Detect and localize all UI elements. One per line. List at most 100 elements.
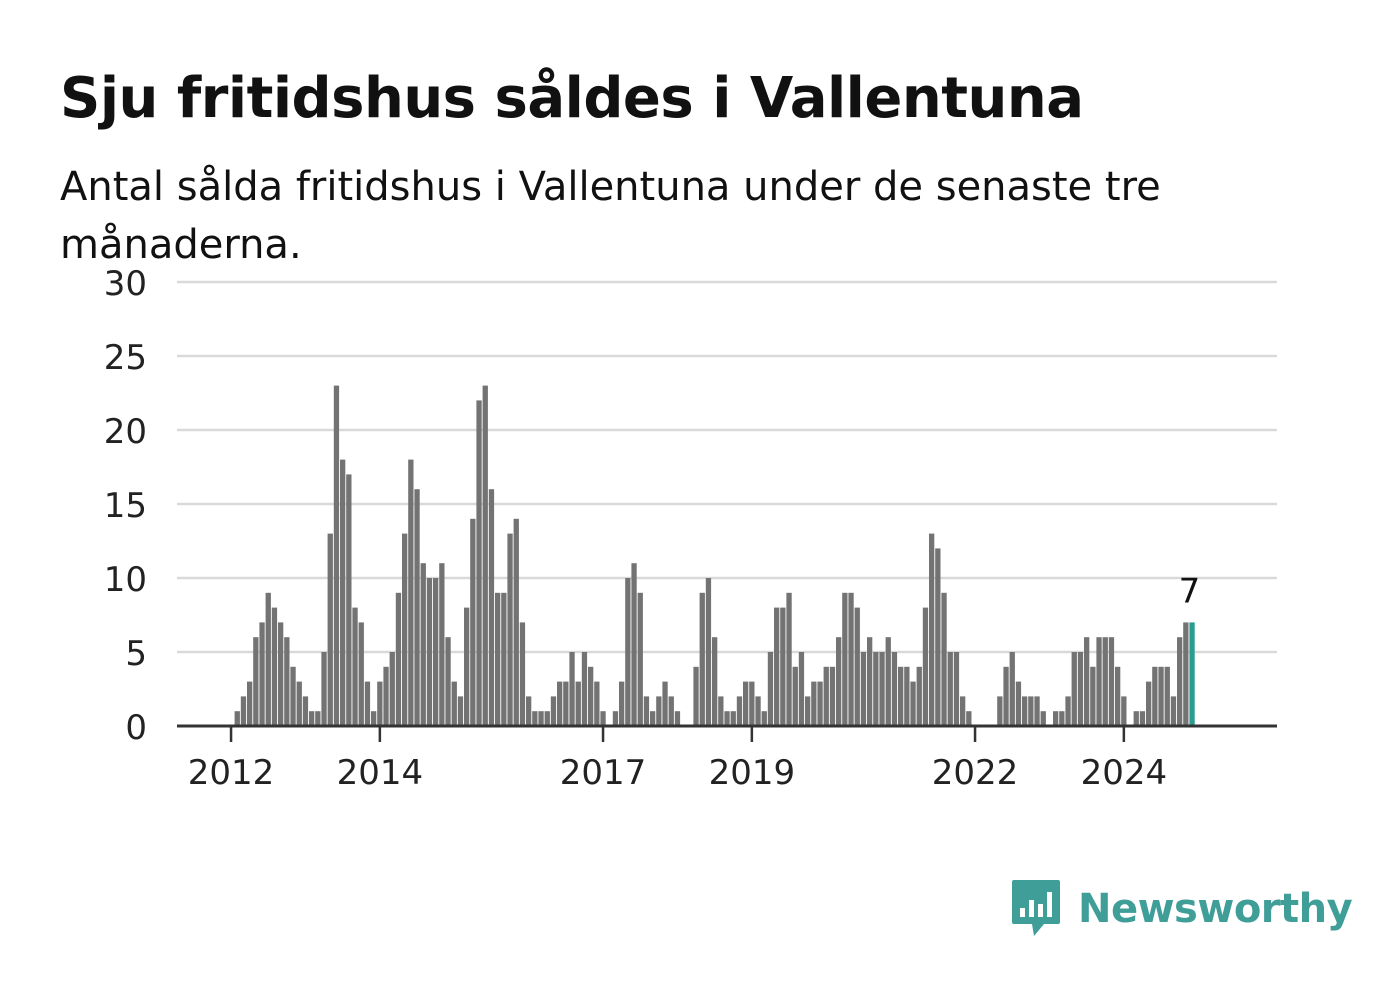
bar	[761, 711, 767, 726]
bar	[364, 681, 371, 726]
bar	[848, 592, 854, 726]
bar	[674, 711, 681, 726]
y-tick-label: 30	[104, 264, 147, 304]
highlight-value-label: 7	[1179, 571, 1201, 611]
y-tick-label: 10	[104, 560, 147, 600]
x-axis-labels: 2012 2014 2017 2019 2022 2024	[188, 726, 1167, 793]
bar	[265, 592, 271, 726]
bar	[743, 681, 749, 726]
bar	[408, 459, 414, 726]
brand-logo: Newsworthy	[1010, 878, 1353, 940]
bar	[1034, 696, 1040, 726]
y-tick-label: 5	[125, 634, 147, 674]
bar	[321, 652, 327, 726]
bar	[705, 578, 712, 726]
bar	[1115, 666, 1121, 726]
bar	[749, 681, 755, 726]
bar	[519, 622, 526, 726]
bar	[340, 459, 346, 726]
bar	[1133, 711, 1139, 726]
bar	[575, 681, 581, 726]
bar	[662, 681, 668, 726]
bar	[501, 592, 507, 726]
bar	[476, 400, 482, 726]
bar	[854, 607, 860, 726]
bar	[1040, 711, 1046, 726]
bar	[1022, 696, 1028, 726]
bar	[941, 592, 947, 726]
bar	[327, 533, 333, 726]
bar	[916, 666, 922, 726]
bar	[767, 652, 774, 726]
bar	[271, 607, 278, 726]
bar	[643, 696, 650, 726]
chart-subtitle: Antal sålda fritidshus i Vallentuna unde…	[60, 164, 1161, 268]
bar	[569, 652, 575, 726]
bar	[284, 637, 290, 726]
bar	[1003, 666, 1009, 726]
bar	[922, 607, 929, 726]
bar	[811, 681, 817, 726]
bar	[792, 666, 798, 726]
bar	[953, 652, 960, 726]
bar	[296, 681, 302, 726]
bar	[1071, 652, 1077, 726]
bar	[966, 711, 972, 726]
bar	[1028, 696, 1034, 726]
bar	[910, 681, 916, 726]
bar	[482, 385, 488, 726]
bar	[333, 385, 340, 726]
bar	[544, 711, 550, 726]
bar	[798, 652, 805, 726]
bar	[507, 533, 513, 726]
bar	[550, 696, 557, 726]
bar	[439, 563, 445, 726]
y-tick-label: 0	[125, 708, 147, 748]
bar	[532, 711, 538, 726]
gridlines	[177, 280, 1277, 654]
bar	[383, 666, 389, 726]
bar	[426, 578, 433, 726]
bar	[867, 637, 873, 726]
bar	[693, 666, 699, 726]
bar	[929, 533, 935, 726]
brand-name: Newsworthy	[1078, 886, 1353, 932]
chart-title: Sju fritidshus såldes i Vallentuna	[60, 66, 1084, 131]
bar	[817, 681, 823, 726]
bar	[1096, 637, 1102, 726]
bar	[538, 711, 544, 726]
bar	[278, 622, 284, 726]
bar	[315, 711, 321, 726]
bar	[1077, 652, 1084, 726]
bar	[891, 652, 898, 726]
x-tick-label: 2017	[560, 753, 647, 793]
bar	[829, 666, 836, 726]
bar	[873, 652, 879, 726]
bar	[352, 607, 358, 726]
bar	[997, 696, 1003, 726]
bar	[842, 592, 848, 726]
highlight-bar	[1189, 622, 1195, 726]
bars	[234, 385, 1195, 726]
bar	[581, 652, 588, 726]
bar	[594, 681, 600, 726]
bar	[290, 666, 296, 726]
bar	[1146, 681, 1152, 726]
bar	[445, 637, 451, 726]
bar	[240, 696, 247, 726]
bar	[1059, 711, 1065, 726]
bar	[457, 696, 464, 726]
bar	[1164, 666, 1170, 726]
bar	[563, 681, 569, 726]
x-tick-label: 2022	[932, 753, 1019, 793]
y-tick-label: 25	[104, 338, 147, 378]
bar	[650, 711, 656, 726]
bar	[786, 592, 792, 726]
y-tick-label: 15	[104, 486, 147, 526]
bar	[371, 711, 377, 726]
bar	[947, 652, 953, 726]
bar	[718, 696, 724, 726]
bar	[1108, 637, 1115, 726]
bar	[588, 666, 594, 726]
